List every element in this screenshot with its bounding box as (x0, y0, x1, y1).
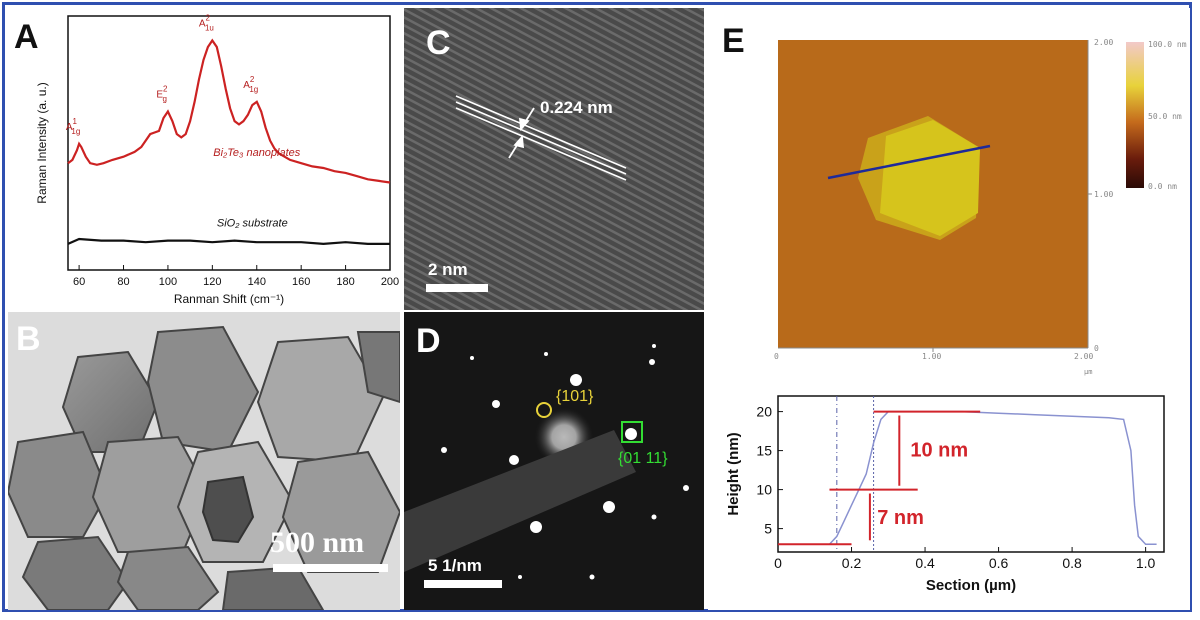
profile-plot-area (777, 395, 1165, 553)
raman-x-tick-label: 100 (159, 276, 177, 288)
raman-x-tick-label: 200 (381, 276, 399, 288)
scale-bar-c (426, 284, 488, 292)
raman-x-tick-label: 140 (248, 276, 266, 288)
profile-annotation-7nm: 7 nm (877, 507, 924, 529)
panel-b: B 500 nm (8, 312, 400, 610)
colorbar-tick-0: 100.0 nm (1148, 40, 1187, 49)
profile-y-tick-label: 10 (756, 482, 772, 498)
raman-x-tick-label: 160 (292, 276, 310, 288)
height-profile-chart: 0 0.2 0.4 0.6 0.8 1.0 5 10 15 20 Section (µm) Heigh… (725, 395, 1165, 594)
profile-x-axis-label: Section (µm) (926, 577, 1016, 594)
raman-peak-label: A2 1g (243, 75, 258, 94)
raman-y-axis-label: Raman Intensity (a. u.) (35, 82, 49, 203)
raman-x-axis-label: Ranman Shift (cm⁻¹) (174, 292, 284, 306)
yellow-index-circle (536, 402, 552, 418)
raman-series-substrate (67, 237, 390, 246)
raman-series-label-nanoplates: Bi₂Te₃ nanoplates (213, 147, 301, 159)
profile-annotation-10nm: 10 nm (910, 440, 968, 462)
panel-e-label: E (722, 22, 745, 60)
tem-nanoplates-image (8, 312, 400, 610)
raman-chart: 60 80 100 120 140 160 180 200 Ranman Shift (cm⁻¹… (35, 14, 399, 306)
profile-x-tick-label: 1.0 (1136, 555, 1156, 571)
panel-e: E 0 1.00 2.00 µm 2.00 1.00 0 100.0 nm 50… (708, 8, 1190, 610)
profile-y-tick-label: 15 (756, 443, 772, 459)
afm-colorbar (1126, 42, 1144, 188)
colorbar-tick-2: 0.0 nm (1148, 182, 1177, 191)
raman-x-tick-label: 60 (73, 276, 85, 288)
afm-topography-image (778, 40, 1144, 352)
afm-y-tick-0: 2.00 (1094, 38, 1114, 47)
scale-bar-d-label: 5 1/nm (428, 556, 482, 575)
profile-x-tick-label: 0 (774, 555, 782, 571)
panel-a-label: A (14, 18, 39, 56)
afm-x-tick-2: 2.00 (1074, 352, 1094, 361)
profile-x-tick-label: 0.4 (915, 555, 935, 571)
profile-x-tick-label: 0.2 (842, 555, 862, 571)
saed-pattern-image (404, 312, 704, 610)
raman-peak-label: A1 1g (66, 117, 80, 136)
scale-bar-d (424, 580, 502, 588)
panel-d: D {101} {01 11} 5 1/nm (404, 312, 704, 610)
raman-series-nanoplates (67, 38, 391, 184)
hrtem-lattice-image (404, 8, 704, 310)
panel-d-label: D (416, 322, 441, 360)
panel-c: C 0.224 nm 2 nm (404, 8, 704, 310)
colorbar-tick-1: 50.0 nm (1148, 112, 1182, 121)
index-101-label: {101} (556, 388, 594, 405)
afm-x-tick-1: 1.00 (922, 352, 942, 361)
afm-x-tick-0: 0 (774, 352, 779, 361)
raman-series-label-substrate: SiO₂ substrate (217, 218, 288, 230)
scale-bar-c-label: 2 nm (428, 260, 468, 279)
raman-peak-label: A2 1u (199, 14, 214, 33)
scale-bar-b (273, 564, 388, 572)
afm-y-tick-2: 0 (1094, 344, 1099, 353)
afm-unit: µm (1084, 368, 1093, 376)
profile-y-tick-label: 20 (756, 404, 772, 420)
lattice-spacing-label: 0.224 nm (540, 98, 613, 117)
profile-x-tick-label: 0.6 (989, 555, 1009, 571)
afm-y-tick-1: 1.00 (1094, 190, 1114, 199)
raman-x-tick-label: 120 (203, 276, 221, 288)
panel-a: A 60 80 100 120 140 160 180 200 Ranman Shift (cm… (8, 8, 400, 310)
profile-y-axis-label: Height (nm) (725, 432, 742, 515)
panel-b-label: B (16, 320, 41, 358)
figure-border (2, 2, 1192, 612)
afm-section-line (827, 144, 991, 180)
profile-y-tick-label: 5 (764, 521, 772, 537)
index-0111-label: {01 11} (618, 450, 668, 467)
panel-c-label: C (426, 24, 451, 62)
scale-bar-b-label: 500 nm (270, 526, 365, 559)
raman-peak-label: E2 g (156, 85, 168, 104)
raman-x-tick-label: 80 (117, 276, 129, 288)
raman-plot-area (67, 15, 391, 271)
raman-x-tick-label: 180 (336, 276, 354, 288)
green-index-box (621, 421, 643, 443)
profile-x-tick-label: 0.8 (1062, 555, 1082, 571)
